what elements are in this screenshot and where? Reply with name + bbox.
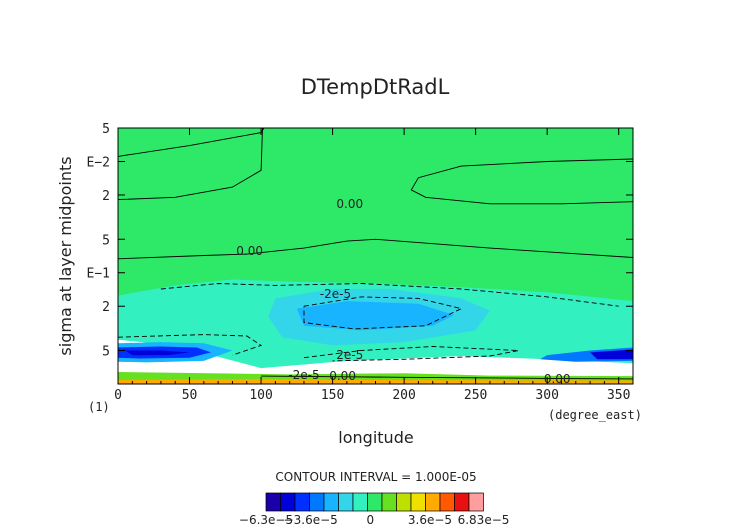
legend-swatch bbox=[425, 492, 441, 512]
x-tick-label: 250 bbox=[464, 388, 487, 403]
contour-label: -2e-5 bbox=[320, 287, 351, 301]
contour-line-zero-mid bbox=[118, 238, 633, 260]
contour-line-zero-upper-right bbox=[410, 158, 633, 205]
x-tick-label: 150 bbox=[321, 388, 344, 403]
contour-line-neg-lower bbox=[118, 334, 263, 356]
y-axis: 5 E−2 2 5 E−1 2 5 bbox=[87, 122, 633, 360]
legend-swatch bbox=[381, 492, 397, 512]
y-axis-label: sigma at layer midpoints bbox=[56, 156, 75, 355]
x-tick-label: 50 bbox=[182, 388, 198, 403]
legend-swatch bbox=[309, 492, 325, 512]
contour-label: -2e-5 bbox=[288, 368, 319, 382]
y-tick-label: 5 bbox=[102, 122, 110, 137]
contour-label: 0.00 bbox=[544, 372, 571, 386]
y-corner-label: (1) bbox=[88, 400, 110, 414]
y-tick-label: E−1 bbox=[87, 267, 110, 282]
x-tick-label: 0 bbox=[114, 388, 122, 403]
contour-line-neg-lower-center bbox=[303, 346, 519, 362]
y-tick-label: 5 bbox=[102, 233, 110, 248]
contour-region-cooling-low-east-core bbox=[590, 349, 633, 360]
x-axis-label: longitude bbox=[338, 428, 413, 447]
x-axis: 0 50 100 150 200 250 300 350 bbox=[114, 128, 630, 403]
legend-swatch bbox=[338, 492, 354, 512]
legend-swatch bbox=[294, 492, 310, 512]
legend-swatch bbox=[352, 492, 368, 512]
contour-region-cooling-core-center-deep bbox=[296, 301, 455, 331]
legend-label: 6.83e−5 bbox=[458, 513, 510, 527]
legend-swatch bbox=[265, 492, 281, 512]
legend-swatch bbox=[454, 492, 470, 512]
legend-label: 0 bbox=[367, 513, 375, 527]
legend-swatch bbox=[439, 492, 455, 512]
legend-swatch bbox=[410, 492, 426, 512]
contour-label: 0.00 bbox=[336, 197, 363, 211]
contour-line-neg-mid-outer bbox=[160, 283, 619, 307]
contour-interval: CONTOUR INTERVAL = 1.000E-05 bbox=[275, 470, 476, 484]
y-tick-label: 5 bbox=[102, 345, 110, 360]
contour-labels: 0.00 0.00 -2e-5 2e-5 -2e-5 0.00 0.00 bbox=[236, 197, 570, 386]
y-tick-label: 2 bbox=[102, 300, 110, 315]
legend-swatch bbox=[280, 492, 296, 512]
contour-label: 0.00 bbox=[329, 369, 356, 383]
legend-swatch bbox=[468, 492, 484, 512]
chart-title: DTempDtRadL bbox=[301, 75, 450, 99]
contour-line-neg-mid-inner bbox=[303, 296, 463, 330]
contour-region-neutral-background bbox=[118, 128, 633, 307]
legend-label: −3.6e−5 bbox=[284, 513, 338, 527]
y-tick-label: 2 bbox=[102, 189, 110, 204]
y-tick-label: E−2 bbox=[87, 155, 110, 170]
legend-label: −6.3e−5 bbox=[239, 513, 293, 527]
x-unit-label: (degree_east) bbox=[548, 408, 642, 422]
x-tick-label: 300 bbox=[535, 388, 558, 403]
legend-swatch bbox=[396, 492, 412, 512]
contour-region-cooling-low-west-core bbox=[125, 350, 190, 356]
legend-swatch bbox=[323, 492, 339, 512]
contour-label: 2e-5 bbox=[336, 348, 363, 362]
legend-label: 3.6e−5 bbox=[408, 513, 452, 527]
x-tick-label: 100 bbox=[249, 388, 272, 403]
color-legend: −6.3e−5−3.6e−5 0 3.6e−5 6.83e−5 bbox=[239, 492, 510, 527]
contour-label: 0.00 bbox=[236, 244, 263, 258]
x-tick-label: 200 bbox=[392, 388, 415, 403]
legend-swatch bbox=[367, 492, 383, 512]
x-tick-label: 350 bbox=[607, 388, 630, 403]
contour-fill bbox=[118, 128, 633, 384]
contour-lines bbox=[118, 128, 633, 380]
contour-line-zero-left bbox=[118, 128, 263, 201]
